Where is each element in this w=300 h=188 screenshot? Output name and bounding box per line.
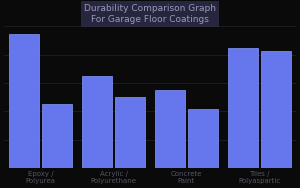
Bar — [188, 109, 218, 168]
Bar — [82, 76, 112, 168]
Bar — [42, 104, 72, 168]
Bar — [115, 97, 145, 168]
Bar — [9, 33, 39, 168]
Bar — [228, 48, 258, 168]
Bar — [261, 51, 291, 168]
Title: Durability Comparison Graph
For Garage Floor Coatings: Durability Comparison Graph For Garage F… — [84, 4, 216, 24]
Bar — [155, 90, 185, 168]
